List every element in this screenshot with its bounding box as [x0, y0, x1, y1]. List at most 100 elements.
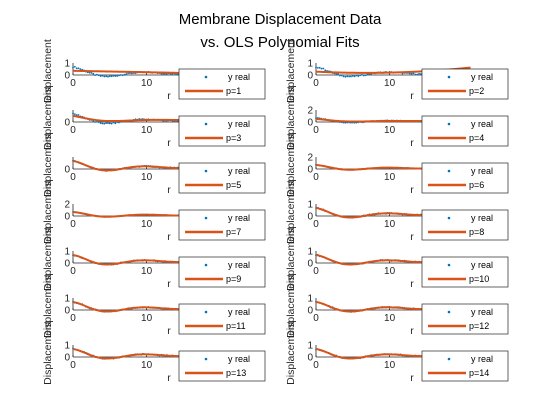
- y-tick-label: 2: [307, 106, 313, 117]
- x-axis-label: r: [167, 184, 171, 196]
- y-tick-label: 0: [307, 71, 313, 82]
- data-point: [324, 69, 327, 72]
- x-axis-label: r: [410, 372, 414, 384]
- legend-box: [178, 256, 266, 288]
- legend-label-fit: p=9: [226, 274, 241, 284]
- legend: y real p=5: [178, 162, 266, 194]
- y-axis-label: Displacement: [285, 227, 297, 291]
- y-tick-label: 0: [307, 306, 313, 317]
- x-tick-label: 10: [141, 313, 153, 324]
- data-point: [176, 73, 179, 76]
- legend-label-data: y real: [228, 307, 250, 317]
- x-axis-label: r: [167, 372, 171, 384]
- legend-label-fit: p=7: [226, 227, 241, 237]
- legend-box: [421, 209, 509, 241]
- legend-label-data: y real: [228, 260, 250, 270]
- data-point: [410, 72, 413, 75]
- y-axis-label: Displacement: [285, 321, 297, 385]
- data-point: [105, 122, 108, 125]
- legend-marker-data: [204, 122, 208, 126]
- y-axis-label: Displacement: [42, 274, 54, 338]
- legend-label-fit: p=8: [469, 227, 484, 237]
- legend-label-fit: p=6: [469, 180, 484, 190]
- data-point: [118, 74, 120, 77]
- data-point: [99, 75, 102, 77]
- data-point: [75, 67, 78, 70]
- data-point: [97, 74, 100, 77]
- data-point: [72, 66, 74, 69]
- legend: y real p=8: [421, 209, 509, 241]
- data-point: [114, 122, 117, 125]
- y-tick-label: 1: [64, 294, 70, 305]
- y-axis-label: Displacement: [42, 39, 54, 103]
- x-tick-label: 0: [313, 219, 319, 230]
- x-axis-label: r: [167, 90, 171, 102]
- y-tick-label: 0: [64, 212, 70, 223]
- data-point: [96, 120, 98, 123]
- y-tick-label: 0: [64, 118, 70, 129]
- data-point: [90, 72, 93, 74]
- data-point: [340, 74, 343, 77]
- legend-box: [178, 162, 266, 194]
- legend-marker-data: [204, 75, 208, 79]
- data-point: [418, 72, 420, 75]
- data-point: [92, 72, 95, 75]
- legend-label-data: y real: [228, 354, 250, 364]
- legend-box: [178, 350, 266, 382]
- data-point: [348, 75, 351, 78]
- y-tick-label: 0: [307, 259, 313, 270]
- legend-label-fit: p=14: [469, 368, 489, 378]
- legend-label-data: y real: [471, 119, 493, 129]
- legend-box: [421, 303, 509, 335]
- legend-label-data: y real: [471, 260, 493, 270]
- legend-marker-data: [204, 357, 208, 361]
- legend-marker-data: [447, 357, 451, 361]
- y-tick-label: 0: [307, 353, 313, 364]
- data-point: [355, 74, 358, 77]
- y-tick-label: 0: [307, 118, 313, 129]
- data-point: [412, 72, 415, 75]
- data-point: [101, 122, 104, 125]
- legend-box: [421, 162, 509, 194]
- legend-label-fit: p=10: [469, 274, 489, 284]
- data-point: [108, 122, 111, 125]
- x-tick-label: 0: [70, 172, 76, 183]
- data-point: [362, 74, 365, 77]
- data-point: [344, 75, 347, 78]
- legend-box: [421, 115, 509, 147]
- y-tick-label: 1: [307, 341, 313, 352]
- legend-label-data: y real: [228, 119, 250, 129]
- legend: y real p=3: [178, 115, 266, 147]
- legend-label-fit: p=4: [469, 133, 484, 143]
- x-tick-label: 0: [313, 360, 319, 371]
- data-point: [112, 121, 115, 124]
- data-point: [103, 75, 106, 78]
- legend-label-fit: p=12: [469, 321, 489, 331]
- x-axis-label: r: [410, 325, 414, 337]
- y-tick-label: 1: [307, 247, 313, 258]
- y-axis-label: Displacement: [285, 86, 297, 150]
- y-tick-label: 1: [307, 294, 313, 305]
- data-point: [315, 66, 317, 69]
- legend: y real p=14: [421, 350, 509, 382]
- x-tick-label: 0: [313, 172, 319, 183]
- data-point: [108, 75, 111, 78]
- legend-marker-data: [447, 263, 451, 267]
- y-tick-label: 2: [307, 153, 313, 164]
- x-axis-label: r: [167, 231, 171, 243]
- data-point: [121, 74, 124, 77]
- x-tick-label: 10: [384, 219, 396, 230]
- y-tick-label: 0: [64, 306, 70, 317]
- data-point: [94, 121, 96, 123]
- data-point: [316, 66, 319, 69]
- legend-marker-data: [204, 216, 208, 220]
- legend-label-data: y real: [471, 166, 493, 176]
- legend-marker-data: [447, 216, 451, 220]
- data-point: [110, 122, 113, 125]
